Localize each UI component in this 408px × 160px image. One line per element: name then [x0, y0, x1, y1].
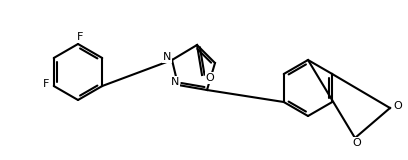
Text: O: O: [353, 138, 361, 148]
Text: O: O: [206, 73, 214, 83]
Text: N: N: [171, 77, 179, 87]
Text: F: F: [77, 32, 83, 42]
Text: F: F: [42, 79, 49, 89]
Text: N: N: [163, 52, 171, 62]
Text: O: O: [394, 101, 402, 111]
